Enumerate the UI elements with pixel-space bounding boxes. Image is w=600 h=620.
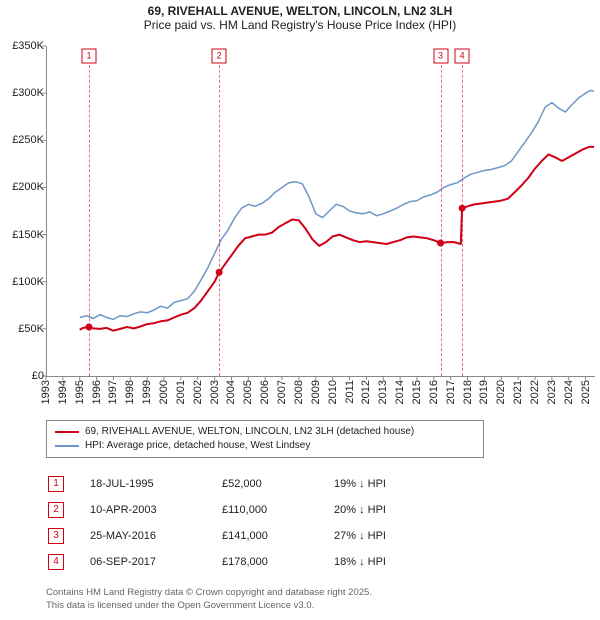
- footer-line: This data is licensed under the Open Gov…: [46, 600, 372, 612]
- x-tick-label: 2017: [445, 380, 457, 404]
- table-row: 4 06-SEP-2017£178,00018% ↓ HPI: [48, 550, 454, 574]
- sale-date: 25-MAY-2016: [90, 524, 220, 548]
- x-tick-label: 2005: [242, 380, 254, 404]
- sale-marker-line: [462, 60, 463, 376]
- sale-number-box: 3: [48, 528, 64, 544]
- table-row: 3 25-MAY-2016£141,00027% ↓ HPI: [48, 524, 454, 548]
- y-tick-label: £200K: [4, 181, 44, 193]
- sale-marker-box: 1: [81, 49, 96, 64]
- sale-date: 18-JUL-1995: [90, 472, 220, 496]
- x-tick-label: 2012: [360, 380, 372, 404]
- sale-marker-line: [89, 60, 90, 376]
- x-tick-label: 1994: [57, 380, 69, 404]
- sale-delta: 19% ↓ HPI: [334, 472, 454, 496]
- sale-price: £178,000: [222, 550, 332, 574]
- x-tick-label: 2018: [462, 380, 474, 404]
- legend-swatch: [55, 431, 79, 433]
- x-tick-label: 2003: [209, 380, 221, 404]
- plot-border: [46, 46, 595, 377]
- sale-price: £52,000: [222, 472, 332, 496]
- sale-marker-box: 4: [455, 49, 470, 64]
- sale-date: 10-APR-2003: [90, 498, 220, 522]
- y-tick-label: £150K: [4, 229, 44, 241]
- x-tick-label: 2013: [377, 380, 389, 404]
- x-tick-label: 1993: [40, 380, 52, 404]
- x-tick-label: 2023: [546, 380, 558, 404]
- sale-delta: 27% ↓ HPI: [334, 524, 454, 548]
- x-tick-label: 2011: [344, 380, 356, 404]
- x-tick-label: 2019: [478, 380, 490, 404]
- x-tick-label: 2016: [428, 380, 440, 404]
- sale-marker-box: 3: [433, 49, 448, 64]
- sale-price: £141,000: [222, 524, 332, 548]
- legend-item-hpi: HPI: Average price, detached house, West…: [55, 439, 475, 453]
- sale-date: 06-SEP-2017: [90, 550, 220, 574]
- legend-label: 69, RIVEHALL AVENUE, WELTON, LINCOLN, LN…: [85, 425, 414, 439]
- price-chart: [46, 46, 594, 376]
- sale-number-box: 2: [48, 502, 64, 518]
- x-tick-label: 2014: [394, 380, 406, 404]
- sale-number-box: 1: [48, 476, 64, 492]
- sale-marker-line: [441, 60, 442, 376]
- footer-line: Contains HM Land Registry data © Crown c…: [46, 587, 372, 599]
- legend: 69, RIVEHALL AVENUE, WELTON, LINCOLN, LN…: [46, 420, 484, 458]
- table-row: 2 10-APR-2003£110,00020% ↓ HPI: [48, 498, 454, 522]
- y-tick-label: £250K: [4, 134, 44, 146]
- sale-marker-box: 2: [212, 49, 227, 64]
- page-subtitle: Price paid vs. HM Land Registry's House …: [0, 18, 600, 36]
- table-row: 1 18-JUL-1995£52,00019% ↓ HPI: [48, 472, 454, 496]
- x-tick-label: 2007: [276, 380, 288, 404]
- x-tick-label: 1999: [141, 380, 153, 404]
- x-tick-label: 2025: [580, 380, 592, 404]
- x-tick-label: 1996: [91, 380, 103, 404]
- y-tick-label: £50K: [4, 323, 44, 335]
- y-tick-label: £350K: [4, 40, 44, 52]
- x-tick-label: 2015: [411, 380, 423, 404]
- x-tick-label: 2004: [225, 380, 237, 404]
- legend-label: HPI: Average price, detached house, West…: [85, 439, 310, 453]
- x-tick-label: 1995: [74, 380, 86, 404]
- sale-number-box: 4: [48, 554, 64, 570]
- x-tick-label: 2006: [259, 380, 271, 404]
- x-tick-label: 2001: [175, 380, 187, 404]
- y-tick-label: £100K: [4, 276, 44, 288]
- sale-price: £110,000: [222, 498, 332, 522]
- x-tick-label: 2008: [293, 380, 305, 404]
- x-tick-label: 2022: [529, 380, 541, 404]
- sales-table: 1 18-JUL-1995£52,00019% ↓ HPI 2 10-APR-2003…: [46, 470, 456, 576]
- legend-item-property: 69, RIVEHALL AVENUE, WELTON, LINCOLN, LN…: [55, 425, 475, 439]
- sale-marker-line: [219, 60, 220, 376]
- x-tick-label: 2000: [158, 380, 170, 404]
- x-tick-label: 2024: [563, 380, 575, 404]
- x-tick-label: 1998: [124, 380, 136, 404]
- y-tick-label: £0: [4, 370, 44, 382]
- x-tick-label: 2009: [310, 380, 322, 404]
- x-tick-label: 2021: [512, 380, 524, 404]
- x-tick-label: 2002: [192, 380, 204, 404]
- sale-delta: 20% ↓ HPI: [334, 498, 454, 522]
- page-title: 69, RIVEHALL AVENUE, WELTON, LINCOLN, LN…: [0, 0, 600, 18]
- x-tick-label: 2020: [495, 380, 507, 404]
- legend-swatch: [55, 445, 79, 447]
- x-tick-label: 2010: [327, 380, 339, 404]
- y-tick-label: £300K: [4, 87, 44, 99]
- sale-delta: 18% ↓ HPI: [334, 550, 454, 574]
- x-tick-label: 1997: [107, 380, 119, 404]
- footer-attribution: Contains HM Land Registry data © Crown c…: [46, 587, 372, 612]
